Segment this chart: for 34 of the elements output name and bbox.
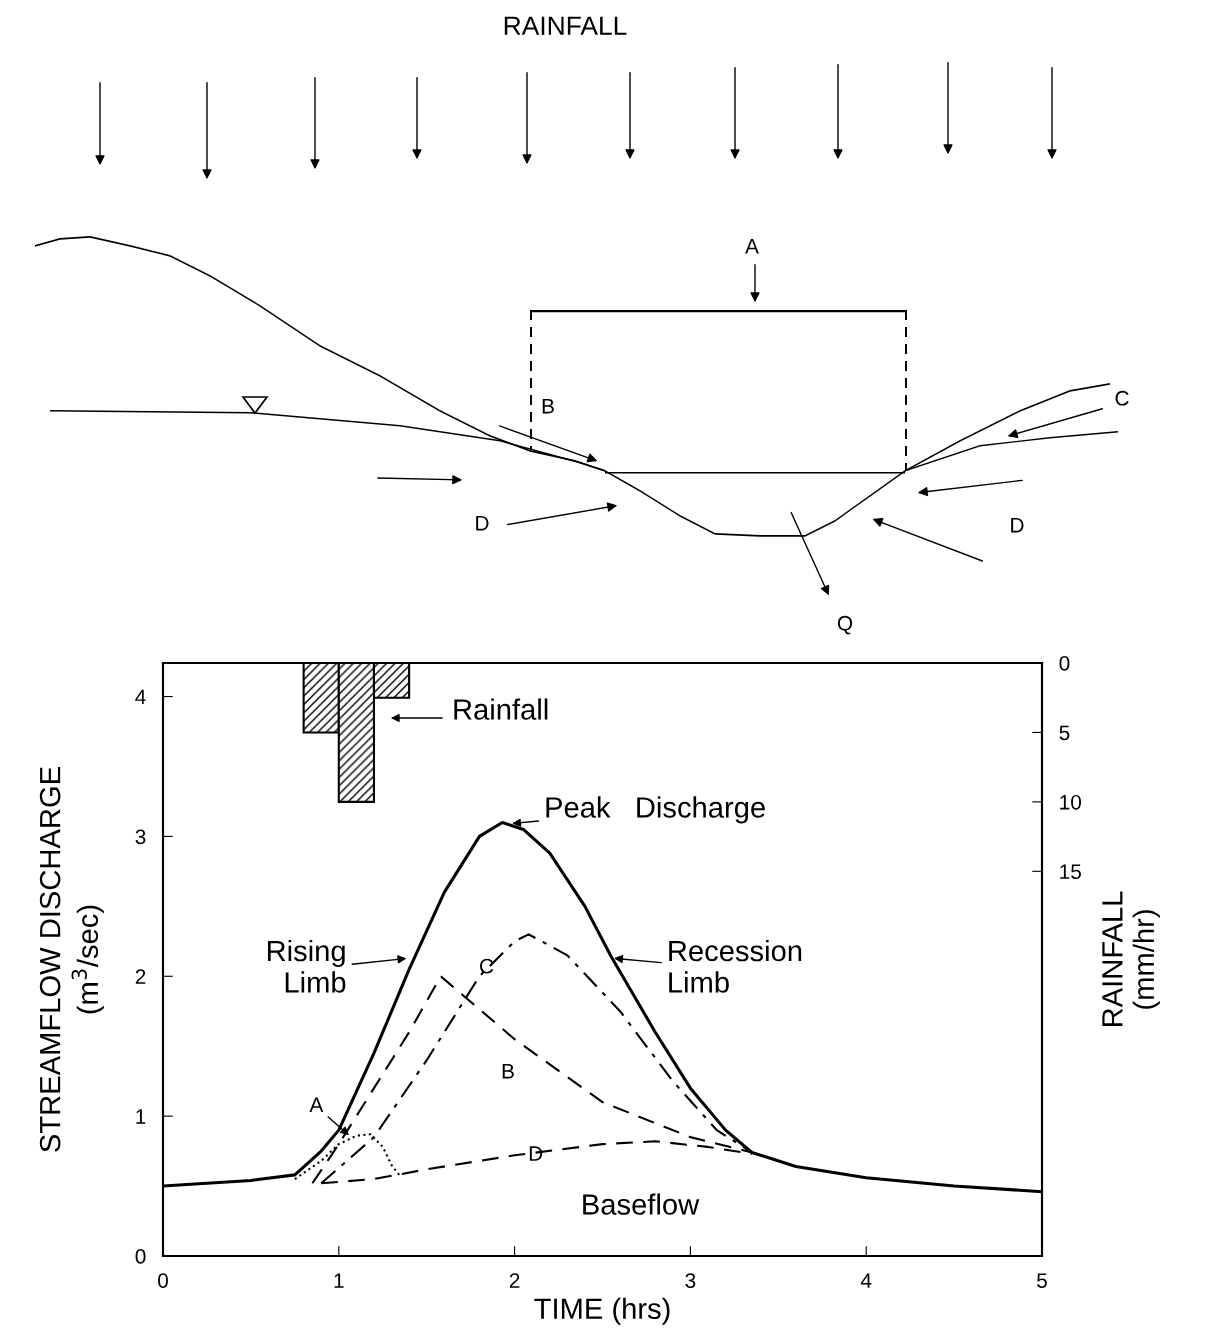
annotation: D bbox=[529, 1146, 543, 1161]
y2-tick-label: 5 bbox=[1059, 725, 1070, 741]
annotation: A bbox=[309, 1097, 324, 1112]
annotation: B bbox=[502, 1064, 514, 1079]
text: A bbox=[745, 239, 759, 254]
text: D bbox=[476, 516, 489, 531]
annotation: Peak Discharge bbox=[546, 796, 765, 824]
x-tick-label: 1 bbox=[334, 1273, 344, 1288]
x-tick-label: 4 bbox=[860, 1273, 872, 1288]
y2-tick-label: 0 bbox=[1059, 656, 1070, 671]
annotation: Rising Limb bbox=[267, 939, 346, 993]
text: Q bbox=[837, 615, 853, 635]
y-tick-label: 2 bbox=[135, 969, 146, 984]
x-tick-label: 3 bbox=[685, 1273, 696, 1288]
y-tick-label: 0 bbox=[135, 1249, 146, 1264]
y2-tick-label: 10 bbox=[1060, 794, 1082, 810]
y2-axis-title: RAINFALL (mm/hr) bbox=[1102, 891, 1160, 1026]
y-tick-label: 3 bbox=[135, 829, 146, 845]
y-tick-label: 4 bbox=[135, 689, 146, 705]
x-tick-label: 5 bbox=[1037, 1273, 1047, 1288]
annotation: C bbox=[480, 958, 494, 974]
x-tick-label: 2 bbox=[509, 1273, 520, 1288]
annotation: Recession Limb bbox=[669, 939, 802, 993]
y-axis-title: STREAMFLOW DISCHARGE (m$^{3}$/sec) bbox=[39, 767, 104, 1152]
text: D bbox=[1011, 518, 1024, 533]
y-tick-label: 1 bbox=[136, 1109, 146, 1124]
text: B bbox=[542, 399, 554, 414]
text: C bbox=[1115, 390, 1129, 406]
annotation: Baseflow bbox=[583, 1193, 700, 1215]
x-axis-title: TIME (hrs) bbox=[534, 1297, 670, 1325]
y2-tick-label: 15 bbox=[1060, 864, 1081, 880]
annotation: Rainfall bbox=[454, 698, 548, 720]
chart-title: RAINFALL bbox=[504, 16, 627, 35]
x-tick-label: 0 bbox=[158, 1273, 168, 1288]
